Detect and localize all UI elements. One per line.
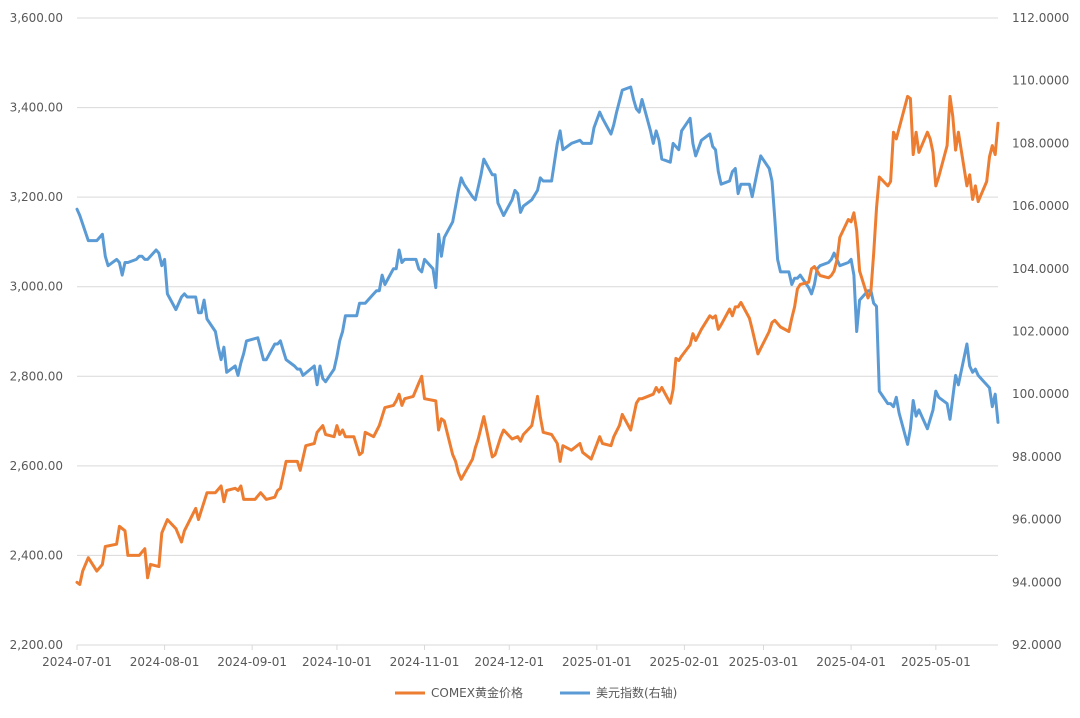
x-tick-label: 2025-01-01 [562, 655, 632, 669]
y-tick-label: 3,200.00 [10, 190, 63, 204]
series-line [75, 85, 1000, 446]
legend: COMEX黄金价格 美元指数(右轴) [395, 685, 677, 700]
y-tick-label: 3,400.00 [10, 101, 63, 115]
series-line [75, 94, 1000, 586]
x-tick-label: 2025-04-01 [816, 655, 886, 669]
y2-tick-label: 92.0000 [1012, 638, 1062, 652]
y-tick-label: 2,400.00 [10, 548, 63, 562]
right-y-axis: 92.0000 94.0000 96.0000 98.0000 100.0000 102.… [1012, 11, 1069, 652]
legend-label: COMEX黄金价格 [431, 685, 523, 700]
y2-tick-label: 96.0000 [1012, 513, 1062, 527]
x-tick-label: 2024-10-01 [302, 655, 372, 669]
y2-tick-label: 94.0000 [1012, 575, 1062, 589]
plot-lines [75, 85, 1000, 586]
legend-label: 美元指数(右轴) [596, 685, 677, 700]
y-tick-label: 2,200.00 [10, 638, 63, 652]
x-tick-label: 2024-11-01 [390, 655, 460, 669]
x-axis: 2024-07-01 2024-08-01 2024-09-01 2024-10-01… [42, 644, 998, 669]
y2-tick-label: 108.0000 [1012, 136, 1069, 150]
x-tick-label: 2024-08-01 [130, 655, 200, 669]
y2-tick-label: 98.0000 [1012, 450, 1062, 464]
y2-tick-label: 112.0000 [1012, 11, 1069, 25]
y2-tick-label: 106.0000 [1012, 199, 1069, 213]
y-tick-label: 2,800.00 [10, 369, 63, 383]
gridlines [77, 17, 998, 556]
y-tick-label: 3,000.00 [10, 280, 63, 294]
x-tick-label: 2025-05-01 [901, 655, 971, 669]
y2-tick-label: 100.0000 [1012, 387, 1069, 401]
y2-tick-label: 110.0000 [1012, 74, 1069, 88]
x-tick-label: 2025-02-01 [650, 655, 720, 669]
y2-tick-label: 102.0000 [1012, 325, 1069, 339]
x-tick-label: 2024-12-01 [474, 655, 544, 669]
y2-tick-label: 104.0000 [1012, 262, 1069, 276]
left-y-axis: 2,200.00 2,400.00 2,600.00 2,800.00 3,000.00… [10, 11, 63, 652]
y-tick-label: 2,600.00 [10, 459, 63, 473]
y-tick-label: 3,600.00 [10, 11, 63, 25]
x-tick-label: 2024-07-01 [42, 655, 112, 669]
x-tick-label: 2024-09-01 [217, 655, 287, 669]
x-tick-label: 2025-03-01 [729, 655, 799, 669]
